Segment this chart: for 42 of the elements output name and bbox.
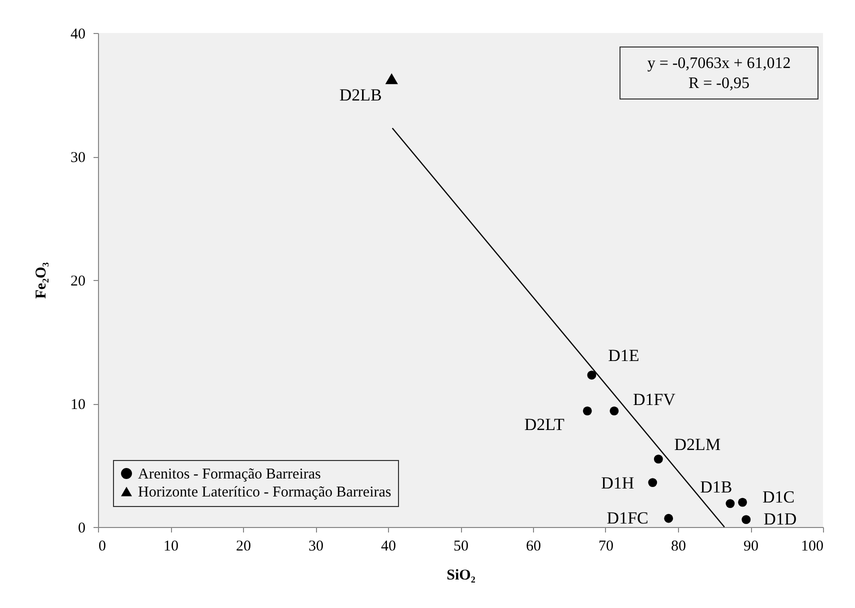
data-label: D1C [762, 487, 795, 506]
data-label: D1H [601, 474, 634, 493]
point [648, 478, 658, 488]
y-tick-label: 0 [78, 520, 86, 536]
x-tick-label: 50 [454, 538, 468, 554]
x-tick-label: 30 [308, 538, 324, 554]
x-tick-label: 10 [164, 538, 178, 554]
data-label: D1FC [606, 508, 648, 528]
annotation: y = -0,7063x + 61,012 [647, 55, 791, 72]
data-label: D1D [764, 510, 797, 529]
point [582, 406, 592, 416]
x-tick-label: 70 [598, 538, 614, 554]
x-tick-label: 90 [744, 538, 758, 554]
x-tick-label: 20 [236, 538, 251, 554]
legend-label: Arenitos - Formação Barreiras [138, 466, 322, 482]
point [587, 370, 596, 380]
y-tick-label: 30 [70, 150, 86, 166]
point [610, 406, 619, 416]
data-label: D2LM [674, 435, 721, 454]
x-tick-label: 0 [98, 538, 106, 554]
x-tick-label: 80 [671, 538, 686, 554]
point [738, 498, 747, 507]
x-tick-label: 100 [801, 538, 824, 554]
legend-label: Horizonte Laterítico - Formação Barreiras [138, 484, 392, 500]
point [654, 454, 663, 464]
point [742, 515, 751, 524]
data-label: D1FV [632, 390, 676, 409]
data-label: D2LB [339, 86, 382, 105]
point [664, 514, 674, 523]
data-label: D1B [700, 478, 732, 497]
y-tick-label: 10 [70, 397, 86, 413]
annotation: R = -0,95 [688, 75, 750, 92]
data-label: D1E [608, 346, 640, 366]
point [726, 499, 735, 508]
y-tick-label: 20 [70, 274, 86, 290]
data-label: D2LT [524, 414, 565, 434]
point [385, 73, 398, 84]
x-axis-title: SiO₂ [446, 568, 476, 584]
x-tick-label: 60 [526, 538, 541, 554]
x-tick-label: 40 [381, 538, 396, 554]
y-tick-label: 40 [70, 26, 86, 42]
y-axis-title: Fe₂O₃ [34, 262, 50, 299]
